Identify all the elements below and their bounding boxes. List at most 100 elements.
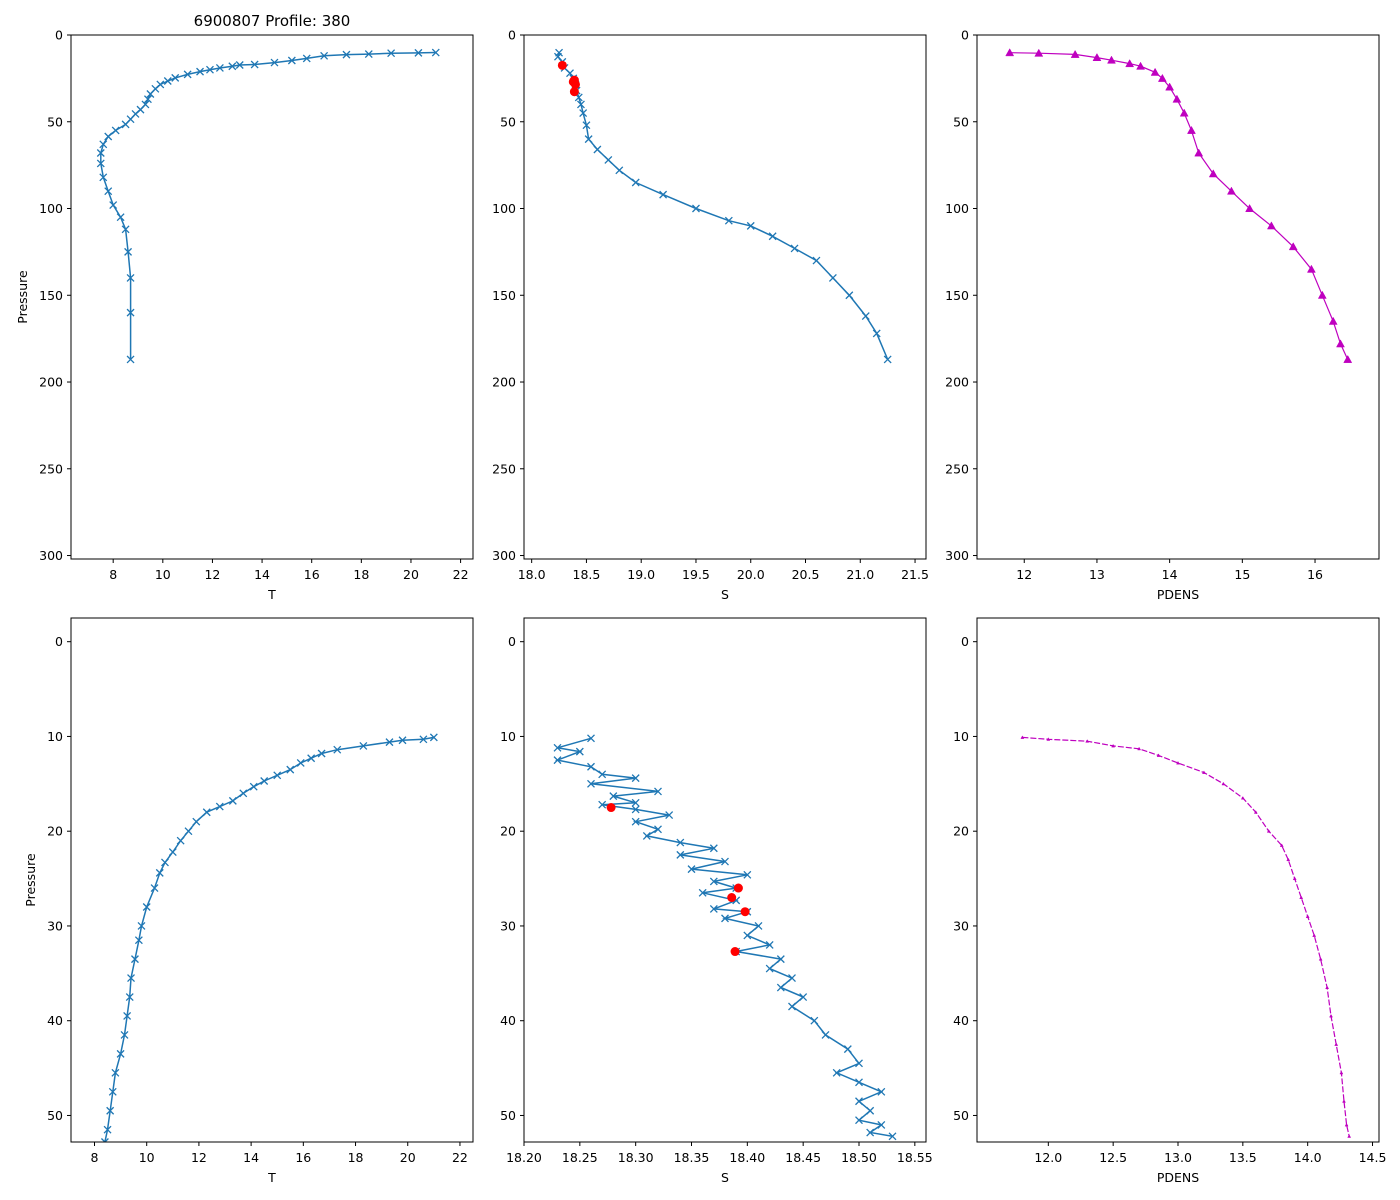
y-axis-label: Pressure — [23, 853, 38, 907]
data-point — [855, 1116, 863, 1125]
y-tick-label: 10 — [953, 729, 969, 744]
data-point — [692, 204, 700, 213]
data-point — [598, 770, 607, 779]
data-point — [143, 95, 152, 104]
data-point — [359, 741, 368, 750]
data-point — [126, 355, 135, 364]
series-line — [100, 51, 436, 360]
data-point — [676, 838, 685, 847]
x-tick-label: 13.5 — [1229, 1150, 1257, 1165]
data-point — [121, 120, 130, 129]
x-tick-label: 12 — [204, 567, 220, 582]
data-point — [286, 765, 295, 774]
data-point — [125, 993, 134, 1001]
data-point — [1318, 957, 1323, 961]
series-line — [104, 736, 434, 1142]
data-point — [307, 754, 316, 763]
data-point — [228, 62, 237, 71]
data-point — [587, 779, 595, 788]
data-point — [1194, 148, 1204, 157]
data-point — [414, 48, 423, 57]
data-point — [215, 802, 224, 811]
x-tick-label: 13.0 — [1164, 1150, 1192, 1165]
data-point — [1329, 1013, 1333, 1018]
data-point — [566, 69, 574, 78]
data-point — [1343, 354, 1353, 363]
data-point — [746, 221, 755, 230]
data-point — [877, 1120, 886, 1129]
y-tick-label: 100 — [945, 201, 969, 216]
x-tick-label: 18.20 — [506, 1150, 542, 1165]
data-point — [866, 1128, 875, 1137]
x-tick-label: 16 — [304, 567, 320, 582]
y-tick-label: 0 — [508, 634, 516, 649]
data-point — [698, 888, 707, 897]
data-point — [855, 1078, 863, 1087]
data-point — [235, 61, 244, 69]
figure-title: 6900807 Profile: 380 — [194, 12, 351, 30]
data-point — [659, 190, 668, 199]
data-point — [609, 792, 618, 801]
data-point — [1325, 985, 1330, 989]
data-point — [130, 955, 139, 964]
x-tick-label: 14.5 — [1359, 1150, 1387, 1165]
data-point — [584, 135, 593, 144]
data-point — [1157, 73, 1167, 82]
data-point — [99, 140, 108, 149]
data-point — [161, 858, 169, 867]
data-point — [1172, 94, 1182, 103]
data-point — [342, 50, 351, 59]
data-point — [754, 921, 763, 930]
data-point — [1070, 49, 1080, 58]
y-tick-label: 100 — [492, 201, 516, 216]
data-point — [387, 49, 396, 58]
y-tick-label: 50 — [47, 114, 63, 129]
data-point — [317, 749, 326, 758]
x-tick-label: 16 — [295, 1150, 311, 1165]
series-line — [1022, 736, 1350, 1137]
panel-6: 12.0 12.5 13.0 13.5 14.0 14.5 0 10 20 30 40 50 PDENS — [953, 617, 1387, 1185]
data-point — [582, 121, 591, 130]
data-point — [1111, 743, 1116, 748]
data-point — [183, 70, 192, 79]
data-point — [1245, 203, 1255, 212]
data-point — [631, 798, 640, 807]
data-point — [239, 789, 248, 798]
data-point — [676, 850, 685, 859]
data-point — [96, 159, 105, 168]
data-point — [123, 1012, 132, 1020]
data-point — [665, 811, 674, 820]
x-tick-label: 18.45 — [785, 1150, 821, 1165]
y-tick-label: 40 — [47, 1013, 63, 1028]
data-point — [576, 100, 585, 109]
data-point — [855, 1097, 863, 1106]
plot-area — [1005, 48, 1353, 363]
data-point — [146, 90, 155, 98]
y-tick-label: 40 — [500, 1013, 516, 1028]
y-tick-label: 300 — [39, 548, 63, 563]
data-point — [1253, 810, 1258, 814]
data-point — [1317, 290, 1327, 299]
x-tick-label: 20.5 — [792, 567, 820, 582]
data-point — [116, 213, 125, 222]
flag-point — [733, 883, 743, 893]
y-tick-label: 40 — [953, 1013, 969, 1028]
axes-frame — [70, 34, 474, 560]
data-point — [687, 865, 696, 874]
data-point — [1305, 914, 1310, 918]
data-point — [1221, 781, 1226, 786]
x-axis-label: T — [267, 1170, 276, 1185]
x-tick-label: 14 — [254, 567, 270, 582]
x-tick-label: 18.5 — [573, 567, 601, 582]
y-tick-label: 20 — [500, 824, 516, 839]
x-tick-label: 12.0 — [1034, 1150, 1062, 1165]
x-tick-label: 14 — [243, 1150, 259, 1165]
flag-point — [740, 907, 750, 917]
data-point — [104, 132, 113, 141]
y-tick-label: 10 — [47, 729, 63, 744]
x-tick-label: 14.0 — [1294, 1150, 1322, 1165]
data-point — [812, 256, 821, 265]
data-point — [810, 1016, 819, 1025]
data-point — [364, 50, 373, 59]
data-point — [553, 743, 562, 752]
